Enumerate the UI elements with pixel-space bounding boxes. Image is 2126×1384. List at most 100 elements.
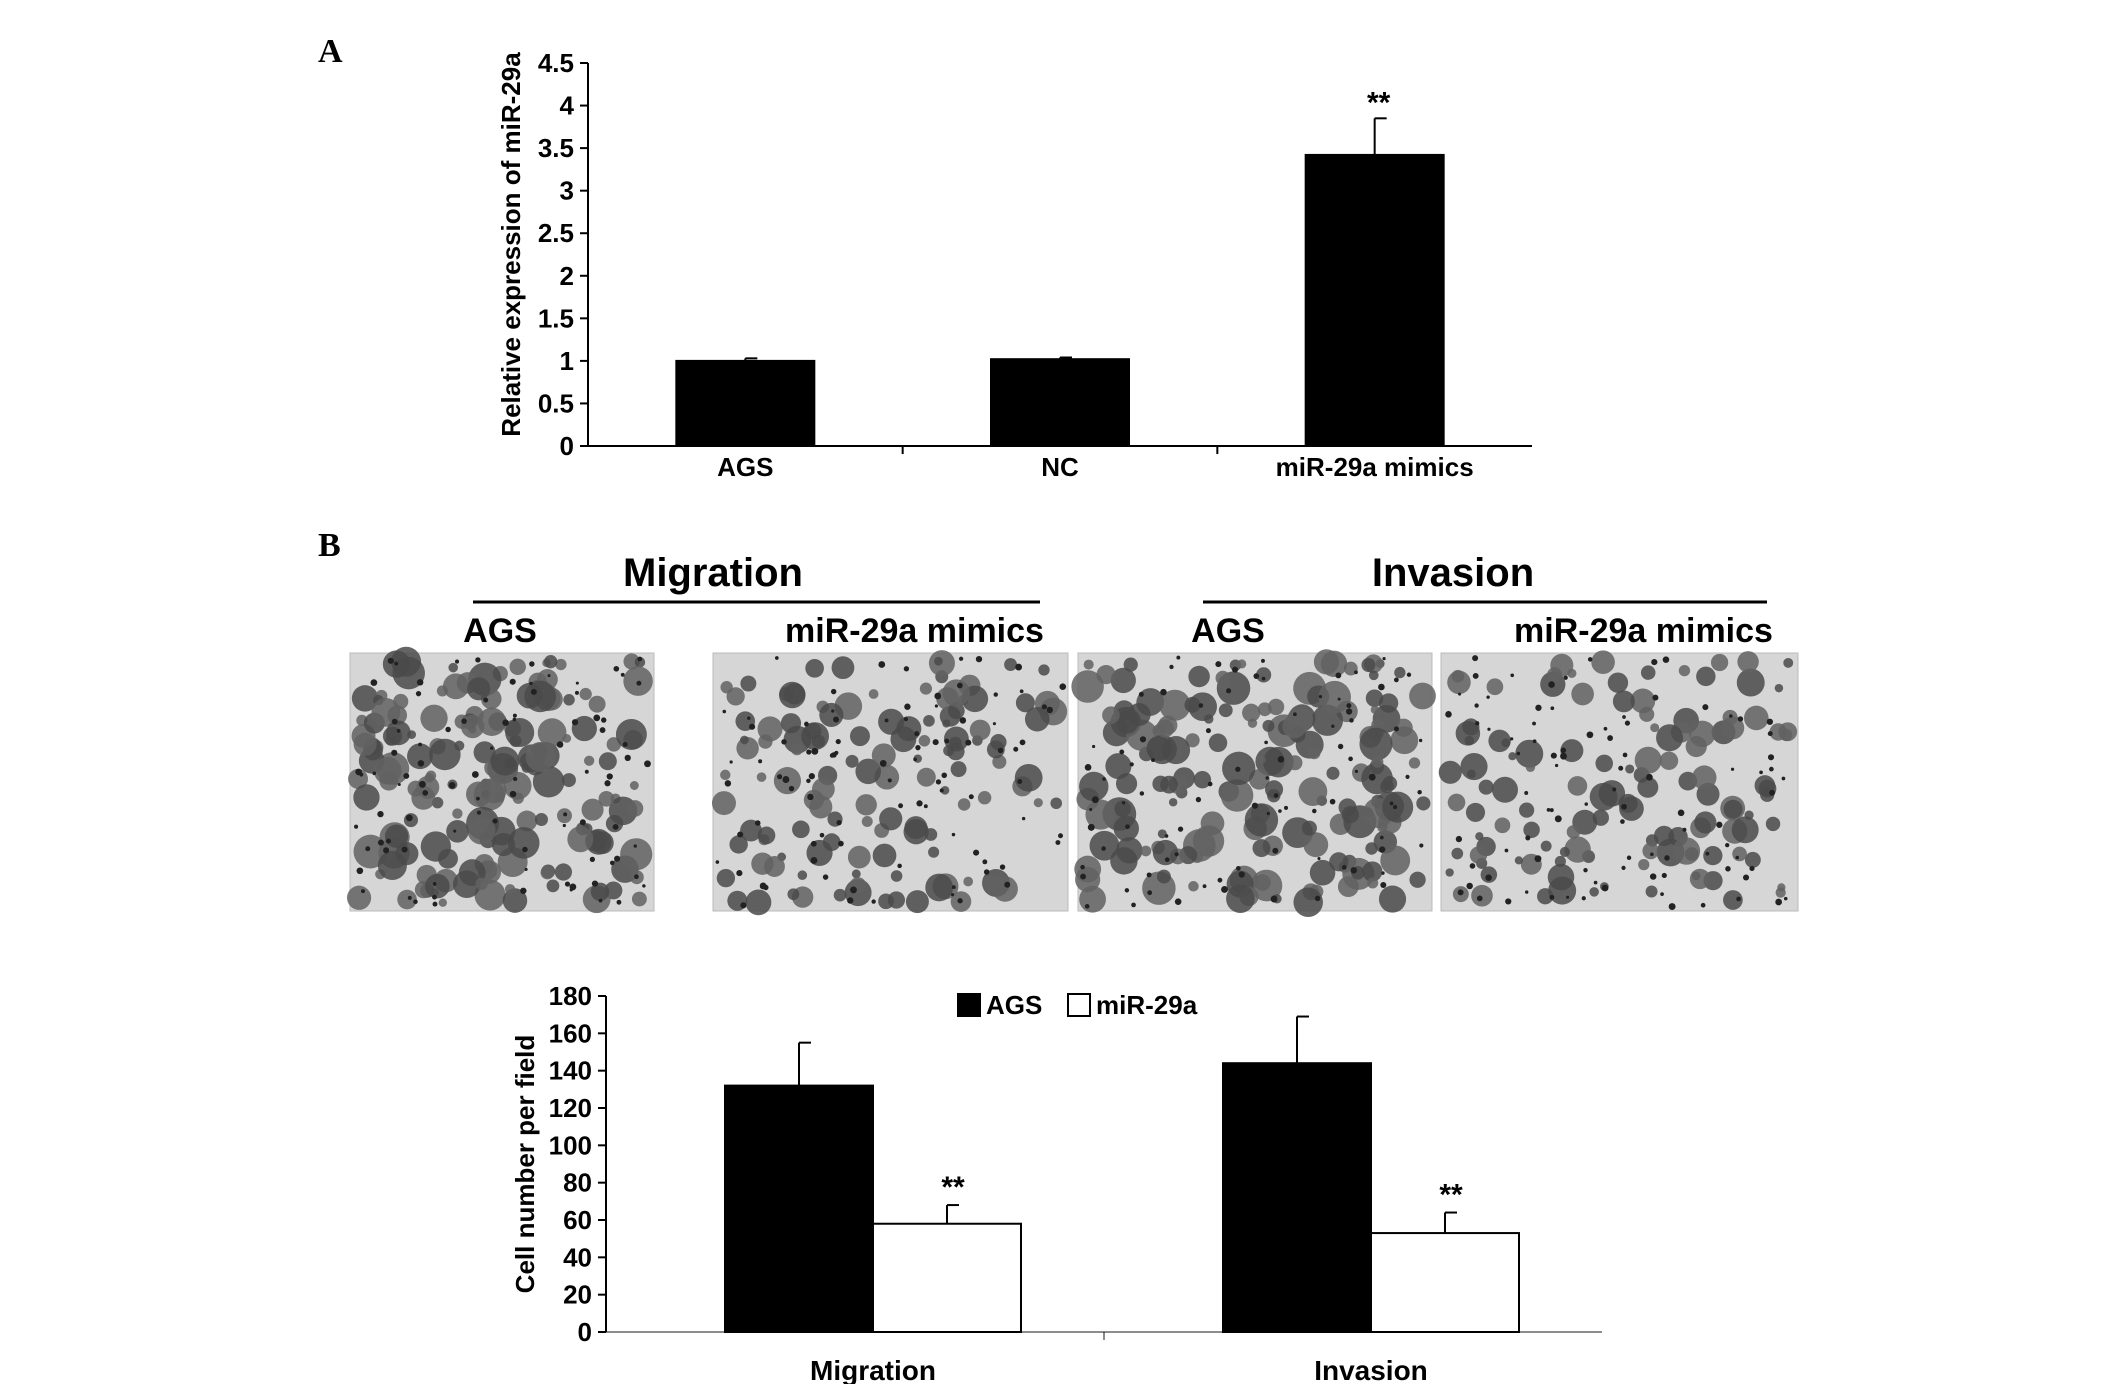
cell-blob	[720, 769, 731, 781]
pore-dot	[956, 682, 963, 689]
cell-blob	[1262, 719, 1275, 732]
pore-dot	[1646, 773, 1653, 781]
y-tick-label: 100	[549, 1130, 592, 1160]
cell-blob	[1282, 714, 1307, 739]
cell-blob	[726, 687, 745, 706]
pore-dot	[1164, 834, 1169, 838]
cell-blob	[925, 873, 954, 902]
pore-dot	[512, 713, 517, 718]
cell-blob	[1656, 724, 1684, 752]
cell-blob	[1564, 836, 1591, 863]
pore-dot	[415, 691, 422, 697]
cell-blob	[1309, 859, 1336, 886]
cell-blob	[1571, 682, 1594, 706]
pore-dot	[483, 697, 489, 703]
pore-dot	[806, 778, 811, 784]
cell-blob	[890, 870, 903, 882]
pore-dot	[1378, 683, 1385, 691]
pore-dot	[1019, 739, 1026, 746]
cell-blob	[1287, 755, 1303, 771]
pore-dot	[1226, 688, 1232, 694]
pore-dot	[401, 846, 408, 853]
pore-dot	[1277, 756, 1285, 763]
bar	[724, 1084, 874, 1333]
cell-blob	[792, 820, 810, 839]
cell-blob	[546, 879, 560, 893]
y-tick-label: 180	[549, 981, 592, 1011]
pore-dot	[1329, 798, 1336, 805]
pore-dot	[563, 812, 568, 817]
pore-dot	[394, 661, 399, 666]
cell-blob	[561, 773, 576, 788]
x-tick-label: Invasion	[1314, 1355, 1428, 1384]
pore-dot	[471, 771, 479, 778]
pore-dot	[1380, 881, 1387, 888]
cell-blob	[905, 890, 929, 914]
pore-dot	[1337, 697, 1341, 701]
y-tick-label: 80	[563, 1168, 592, 1198]
cell-blob	[563, 694, 575, 706]
image-label: miR-29a mimics	[1514, 612, 1773, 650]
pore-dot	[391, 749, 398, 756]
pore-dot	[1472, 672, 1479, 679]
pore-dot	[1700, 902, 1706, 908]
pore-dot	[1350, 867, 1357, 874]
bar	[1304, 153, 1445, 447]
cell-blob	[1659, 751, 1679, 770]
cell-blob	[1256, 667, 1272, 683]
pore-dot	[1019, 689, 1024, 694]
pore-dot	[1004, 881, 1011, 888]
cell-blob	[1264, 780, 1284, 799]
pore-dot	[407, 895, 412, 900]
cell-blob	[590, 882, 610, 902]
pore-dot	[830, 688, 837, 695]
pore-dot	[1549, 894, 1555, 900]
pore-dot	[1618, 765, 1624, 771]
pore-dot	[383, 847, 390, 854]
pore-dot	[1505, 898, 1512, 905]
pore-dot	[1235, 766, 1241, 772]
pore-dot	[1176, 655, 1181, 660]
cell-blob	[532, 765, 565, 798]
cell-blob	[1589, 887, 1599, 897]
cell-blob	[377, 851, 407, 881]
cell-blob	[1378, 693, 1399, 713]
cell-blob	[1625, 764, 1635, 774]
cell-blob	[855, 758, 882, 785]
pore-dot	[634, 874, 639, 880]
pore-dot	[1261, 676, 1266, 681]
pore-dot	[524, 867, 528, 871]
pore-dot	[1783, 896, 1788, 901]
pore-dot	[591, 880, 599, 887]
pore-dot	[1566, 895, 1570, 899]
pore-dot	[1563, 675, 1568, 680]
bar	[872, 1222, 1022, 1333]
pore-dot	[1015, 663, 1023, 671]
cell-blob	[1252, 839, 1271, 858]
pore-dot	[574, 690, 579, 695]
pore-dot	[356, 867, 364, 875]
cell-blob	[1515, 739, 1544, 768]
pore-dot	[385, 838, 391, 844]
cell-blob	[1595, 754, 1614, 773]
cell-blob	[1188, 881, 1199, 892]
bar	[1370, 1232, 1520, 1333]
cell-blob	[1508, 752, 1517, 761]
pore-dot	[1335, 672, 1342, 679]
pore-dot	[1737, 716, 1744, 722]
pore-dot	[1270, 895, 1278, 903]
pore-dot	[584, 769, 589, 774]
cell-blob	[855, 794, 877, 816]
pore-dot	[1084, 904, 1090, 909]
cell-blob	[787, 888, 800, 901]
pore-dot	[1217, 877, 1223, 883]
significance-label: **	[1439, 1179, 1463, 1212]
pore-dot	[722, 709, 727, 714]
panel-b-label: B	[318, 527, 341, 564]
pore-dot	[1202, 884, 1207, 889]
cell-blob	[1467, 769, 1476, 779]
pore-dot	[968, 794, 974, 800]
cell-blob	[1409, 871, 1426, 888]
pore-dot	[913, 757, 917, 762]
